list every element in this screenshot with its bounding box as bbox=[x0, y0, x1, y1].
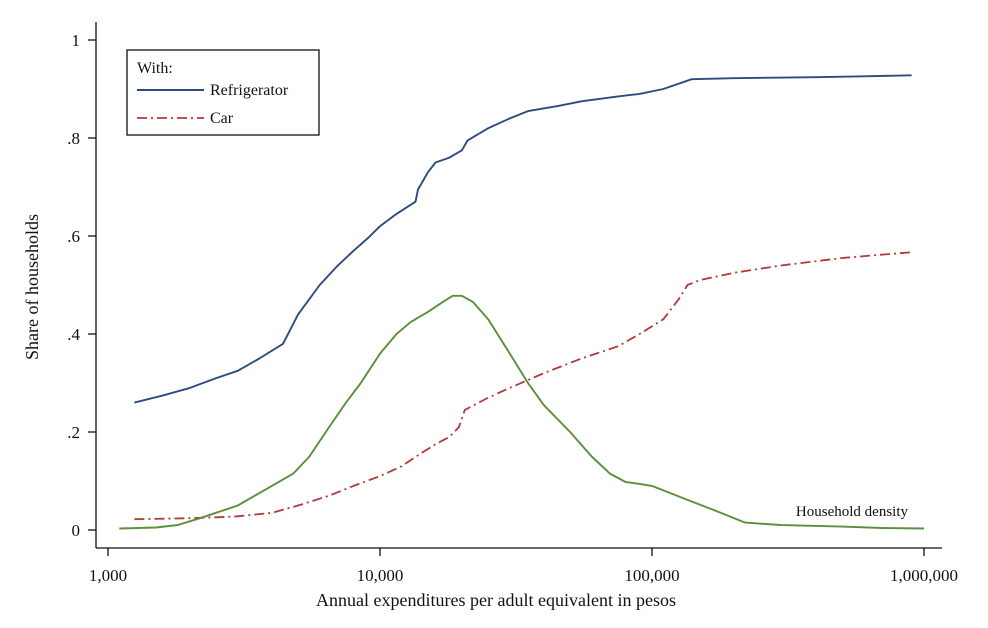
y-tick-label: .2 bbox=[67, 423, 80, 442]
x-tick-label: 100,000 bbox=[624, 566, 679, 585]
legend-title: With: bbox=[137, 60, 173, 77]
series-layer bbox=[119, 74, 925, 530]
x-tick-label: 1,000,000 bbox=[890, 566, 958, 585]
series-line-density bbox=[119, 294, 925, 530]
y-tick-label: 1 bbox=[72, 31, 81, 50]
x-tick-label: 10,000 bbox=[357, 566, 404, 585]
legend-label-car: Car bbox=[210, 110, 234, 127]
density-annotation: Household density bbox=[796, 504, 909, 520]
series-line-refrigerator bbox=[134, 74, 912, 404]
y-axis-title: Share of households bbox=[22, 214, 42, 360]
x-ticks: 1,000 10,000 100,000 1,000,000 bbox=[89, 548, 958, 585]
y-tick-label: .6 bbox=[67, 227, 80, 246]
legend: With: Refrigerator Car bbox=[126, 49, 320, 136]
axes bbox=[95, 22, 942, 549]
x-axis-title: Annual expenditures per adult equivalent… bbox=[316, 590, 676, 610]
y-tick-label: .4 bbox=[67, 325, 80, 344]
series-line-car bbox=[134, 251, 912, 521]
x-tick-label: 1,000 bbox=[89, 566, 127, 585]
legend-box bbox=[126, 49, 320, 136]
y-tick-label: .8 bbox=[67, 129, 80, 148]
legend-label-refrigerator: Refrigerator bbox=[210, 82, 289, 99]
y-ticks: 0 .2 .4 .6 .8 1 bbox=[67, 31, 96, 540]
y-tick-label: 0 bbox=[72, 521, 81, 540]
